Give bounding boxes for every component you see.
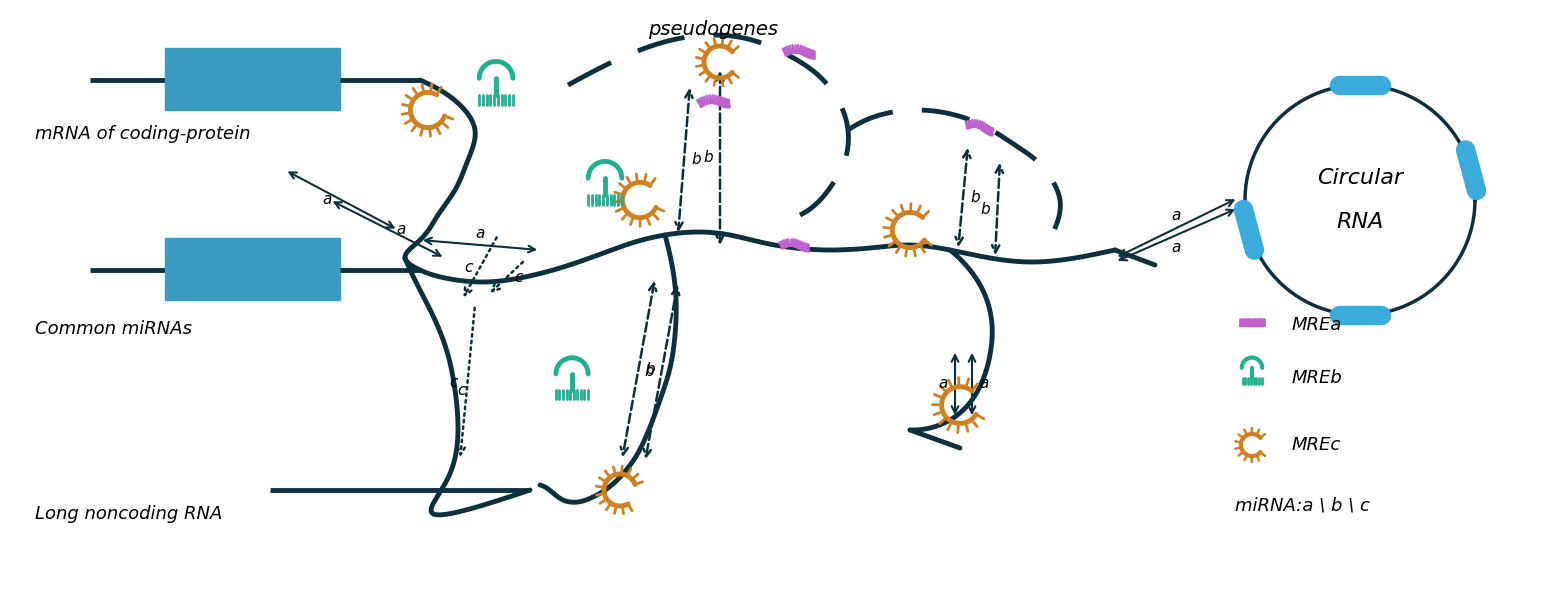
Text: a: a (1172, 208, 1181, 223)
Text: a: a (980, 377, 989, 392)
Bar (166, 48, 341, 110)
Text: b: b (971, 190, 980, 205)
Text: miRNA:a \ b \ c: miRNA:a \ b \ c (1235, 496, 1370, 514)
Text: MREa: MREa (1293, 316, 1342, 334)
Text: b: b (644, 365, 655, 380)
Text: a: a (938, 377, 947, 392)
Text: mRNA of coding-protein: mRNA of coding-protein (36, 125, 251, 143)
Text: RNA: RNA (1336, 212, 1384, 232)
Text: a: a (324, 192, 333, 208)
Text: b: b (692, 152, 701, 168)
Text: MREb: MREb (1293, 369, 1342, 387)
Text: pseudogenes: pseudogenes (649, 20, 779, 39)
Text: b: b (703, 150, 712, 165)
Text: c: c (457, 383, 466, 398)
Text: c: c (449, 375, 458, 390)
Text: b: b (981, 202, 991, 217)
Text: c: c (514, 270, 523, 285)
Text: a: a (396, 221, 406, 236)
Text: b: b (646, 362, 655, 377)
Text: a: a (475, 226, 485, 241)
Text: Circular: Circular (1317, 168, 1402, 188)
Text: a: a (1172, 239, 1181, 254)
Text: Common miRNAs: Common miRNAs (36, 320, 192, 338)
Text: Long noncoding RNA: Long noncoding RNA (36, 505, 223, 523)
Text: c: c (464, 260, 472, 275)
Text: MREc: MREc (1293, 436, 1341, 454)
Bar (166, 238, 341, 300)
